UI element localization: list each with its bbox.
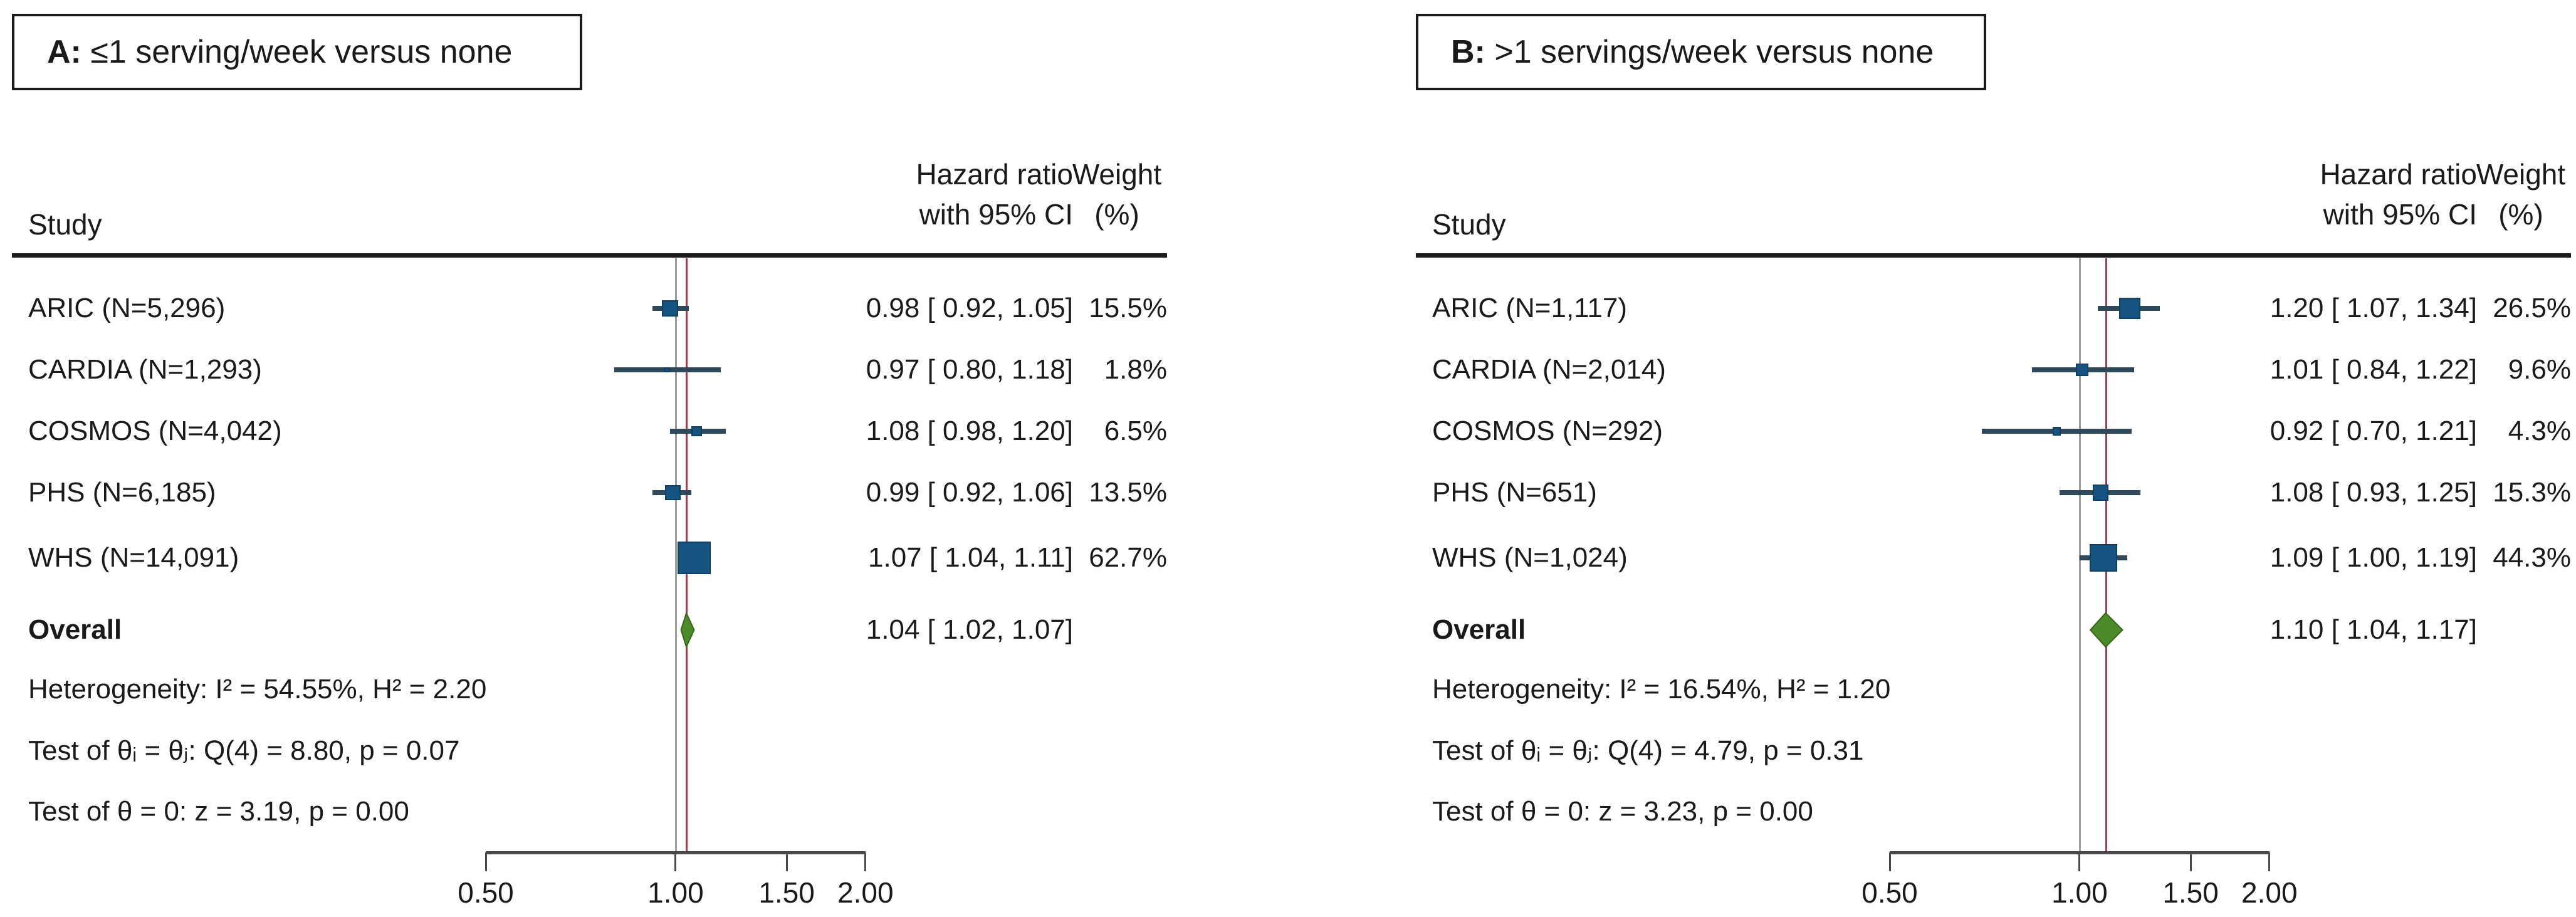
overall-row-label: Overall — [1432, 614, 1526, 645]
effect-size-square — [665, 485, 681, 501]
panel-b-title-prefix: B: — [1451, 34, 1485, 70]
x-axis-tick-label: 1.50 — [2162, 876, 2219, 909]
column-header-weight: Weight (%) — [2471, 154, 2571, 234]
column-header-study: Study — [28, 208, 102, 241]
x-axis-tick-label: 1.00 — [2051, 876, 2108, 909]
hr-ci-value: 1.08 [ 0.98, 1.20] — [866, 416, 1073, 446]
header-hr-line1: Hazard ratio — [2320, 158, 2477, 191]
x-axis-tick — [674, 852, 677, 871]
x-axis-tick — [864, 852, 867, 871]
panel-b-title-box: B: >1 servings/week versus none — [1416, 14, 1986, 90]
plot-overlay — [680, 611, 695, 649]
study-label: COSMOS (N=292) — [1432, 416, 1663, 446]
study-label: COSMOS (N=4,042) — [28, 416, 282, 446]
study-label: ARIC (N=5,296) — [28, 293, 226, 323]
column-header-study: Study — [1432, 208, 1506, 241]
x-axis-tick — [2189, 852, 2192, 871]
header-rule — [1416, 253, 2571, 258]
header-weight-line1: Weight — [2476, 158, 2566, 191]
hr-ci-value: 0.98 [ 0.92, 1.05] — [866, 293, 1073, 323]
weight-value: 62.7% — [1089, 542, 1167, 573]
header-hr-line1: Hazard ratio — [916, 158, 1073, 191]
plot-overlay — [2089, 612, 2123, 648]
hr-ci-value: 0.92 [ 0.70, 1.21] — [2270, 416, 2477, 446]
header-weight-line1: Weight — [1072, 158, 1162, 191]
hr-ci-value: 1.09 [ 1.00, 1.19] — [2270, 542, 2477, 573]
hr-ci-value: 0.97 [ 0.80, 1.18] — [866, 354, 1073, 385]
header-rule — [12, 253, 1167, 258]
hr-ci-value: 1.20 [ 1.07, 1.34] — [2270, 293, 2477, 323]
effect-size-square — [678, 541, 711, 575]
overall-hr-value: 1.10 [ 1.04, 1.17] — [2270, 614, 2477, 645]
x-axis-tick-label: 0.50 — [458, 876, 514, 909]
header-hr-line2: with 95% CI — [2323, 198, 2477, 231]
weight-value: 4.3% — [2508, 416, 2571, 446]
forest-panel-b: B: >1 servings/week versus none Study Ha… — [1404, 0, 2576, 917]
overall-hr-value: 1.04 [ 1.02, 1.07] — [866, 614, 1073, 645]
x-axis-tick — [785, 852, 788, 871]
column-header-hazard-ratio: Hazard ratio with 95% CI — [2250, 154, 2477, 234]
effect-size-square — [2118, 298, 2140, 319]
effect-size-square — [691, 426, 702, 437]
study-label: ARIC (N=1,117) — [1432, 293, 1627, 323]
column-header-weight: Weight (%) — [1067, 154, 1167, 234]
panel-a-title-text: ≤1 serving/week versus none — [81, 34, 513, 70]
x-axis-tick-label: 0.50 — [1861, 876, 1918, 909]
panel-a-title-box: A: ≤1 serving/week versus none — [12, 14, 582, 90]
reference-line-hr-1 — [674, 258, 677, 851]
test-effect-note: Test of θ = 0: z = 3.23, p = 0.00 — [1432, 796, 1813, 827]
x-axis-tick — [484, 852, 487, 871]
hr-ci-value: 1.07 [ 1.04, 1.11] — [868, 542, 1073, 573]
weight-value: 13.5% — [1089, 477, 1167, 508]
effect-size-square — [2092, 485, 2109, 501]
weight-value: 1.8% — [1104, 354, 1167, 385]
study-label: PHS (N=651) — [1432, 477, 1597, 508]
test-effect-note: Test of θ = 0: z = 3.19, p = 0.00 — [28, 796, 409, 827]
effect-size-square — [2089, 544, 2117, 572]
overall-row-label: Overall — [28, 614, 122, 645]
x-axis-tick-label: 2.00 — [837, 876, 894, 909]
study-label: CARDIA (N=1,293) — [28, 354, 262, 385]
study-label: WHS (N=1,024) — [1432, 542, 1628, 573]
effect-size-square — [2076, 363, 2089, 377]
header-weight-line2: (%) — [2498, 198, 2543, 231]
heterogeneity-note: Heterogeneity: I² = 54.55%, H² = 2.20 — [28, 674, 487, 705]
panel-b-title-text: >1 servings/week versus none — [1485, 34, 1934, 70]
weight-value: 26.5% — [2493, 293, 2571, 323]
effect-size-square — [662, 300, 679, 317]
weight-value: 15.5% — [1089, 293, 1167, 323]
x-axis-tick-label: 1.00 — [647, 876, 704, 909]
column-header-hazard-ratio: Hazard ratio with 95% CI — [846, 154, 1073, 234]
study-label: PHS (N=6,185) — [28, 477, 216, 508]
weight-value: 44.3% — [2493, 542, 2571, 573]
forest-panel-a: A: ≤1 serving/week versus none Study Haz… — [0, 0, 1172, 917]
hr-ci-value: 0.99 [ 0.92, 1.06] — [866, 477, 1073, 508]
hr-ci-value: 1.01 [ 0.84, 1.22] — [2270, 354, 2477, 385]
weight-value: 9.6% — [2508, 354, 2571, 385]
header-hr-line2: with 95% CI — [919, 198, 1073, 231]
x-axis-tick-label: 2.00 — [2241, 876, 2298, 909]
hr-ci-value: 1.08 [ 0.93, 1.25] — [2270, 477, 2477, 508]
effect-size-square — [2052, 427, 2061, 436]
x-axis-tick — [1888, 852, 1891, 871]
panel-a-title-prefix: A: — [47, 34, 81, 70]
test-homogeneity-note: Test of θᵢ = θⱼ: Q(4) = 4.79, p = 0.31 — [1432, 735, 1864, 766]
study-label: WHS (N=14,091) — [28, 542, 239, 573]
heterogeneity-note: Heterogeneity: I² = 16.54%, H² = 1.20 — [1432, 674, 1891, 705]
header-weight-line2: (%) — [1094, 198, 1139, 231]
x-axis-tick — [2078, 852, 2081, 871]
weight-value: 15.3% — [2493, 477, 2571, 508]
study-label: CARDIA (N=2,014) — [1432, 354, 1666, 385]
x-axis-tick-label: 1.50 — [758, 876, 815, 909]
x-axis-tick — [2268, 852, 2271, 871]
weight-value: 6.5% — [1104, 416, 1167, 446]
reference-line-hr-1 — [2078, 258, 2081, 851]
effect-size-square — [664, 367, 670, 373]
test-homogeneity-note: Test of θᵢ = θⱼ: Q(4) = 8.80, p = 0.07 — [28, 735, 460, 766]
